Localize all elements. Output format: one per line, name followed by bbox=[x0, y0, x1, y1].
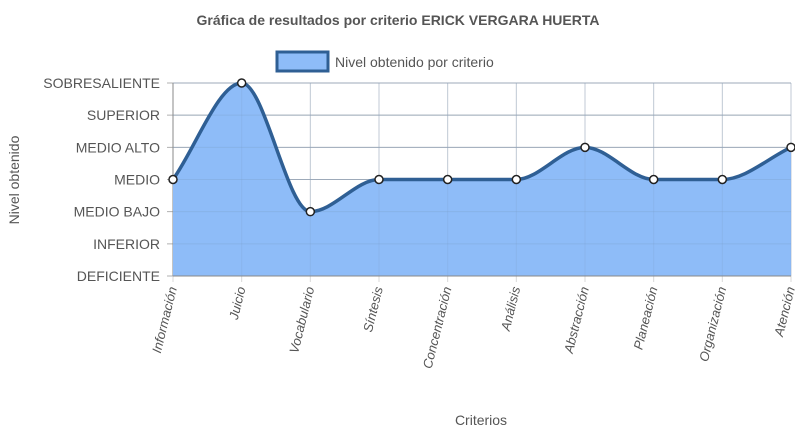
y-tick-label: MEDIO ALTO bbox=[76, 139, 160, 155]
data-point-5[interactable] bbox=[442, 174, 453, 185]
data-point-4[interactable] bbox=[374, 174, 384, 185]
y-tick-label: INFERIOR bbox=[93, 236, 160, 252]
data-point-3[interactable] bbox=[305, 206, 316, 217]
y-tick-label: SOBRESALIENTE bbox=[43, 75, 160, 91]
plot-area bbox=[168, 78, 795, 277]
y-axis-label: Nivel obtenido bbox=[6, 135, 22, 224]
x-tick-label: Vocabulario bbox=[286, 285, 317, 355]
x-tick-label: Atención bbox=[771, 285, 795, 339]
data-point-1[interactable] bbox=[168, 174, 178, 185]
y-tick-label: MEDIO bbox=[114, 172, 160, 188]
x-tick-label: Concentración bbox=[420, 285, 455, 370]
x-tick-label: Juicio bbox=[226, 285, 249, 322]
x-tick-label: Organización bbox=[696, 285, 729, 363]
x-axis-ticks: Información Juicio Vocabulario Síntesis Conc… bbox=[149, 285, 795, 370]
data-point-7[interactable] bbox=[580, 142, 590, 153]
legend-label: Nivel obtenido por criterio bbox=[335, 54, 494, 70]
y-tick-label: MEDIO BAJO bbox=[74, 204, 160, 220]
series-line bbox=[171, 81, 792, 214]
x-tick-label: Planeación bbox=[630, 285, 660, 351]
legend[interactable]: Nivel obtenido por criterio bbox=[275, 50, 494, 73]
legend-swatch bbox=[275, 50, 330, 73]
x-tick-label: Abstracción bbox=[561, 285, 592, 356]
x-tick-label: Síntesis bbox=[360, 285, 386, 334]
y-tick-label: DEFICIENTE bbox=[77, 268, 160, 284]
x-tick-label: Información bbox=[149, 285, 180, 355]
y-axis-ticks: DEFICIENTE INFERIOR MEDIO BAJO MEDIO MEDIO A… bbox=[43, 75, 160, 284]
data-point-8[interactable] bbox=[648, 174, 659, 185]
y-tick-label: SUPERIOR bbox=[87, 107, 160, 123]
chart-title: Gráfica de resultados por criterio ERICK… bbox=[197, 12, 600, 28]
x-tick-label: Análisis bbox=[498, 285, 524, 334]
x-axis-label: Criterios bbox=[455, 412, 507, 428]
data-point-9[interactable] bbox=[717, 174, 728, 185]
data-point-6[interactable] bbox=[511, 174, 522, 185]
data-point-2[interactable] bbox=[236, 78, 247, 88]
data-point-10[interactable] bbox=[786, 142, 795, 153]
